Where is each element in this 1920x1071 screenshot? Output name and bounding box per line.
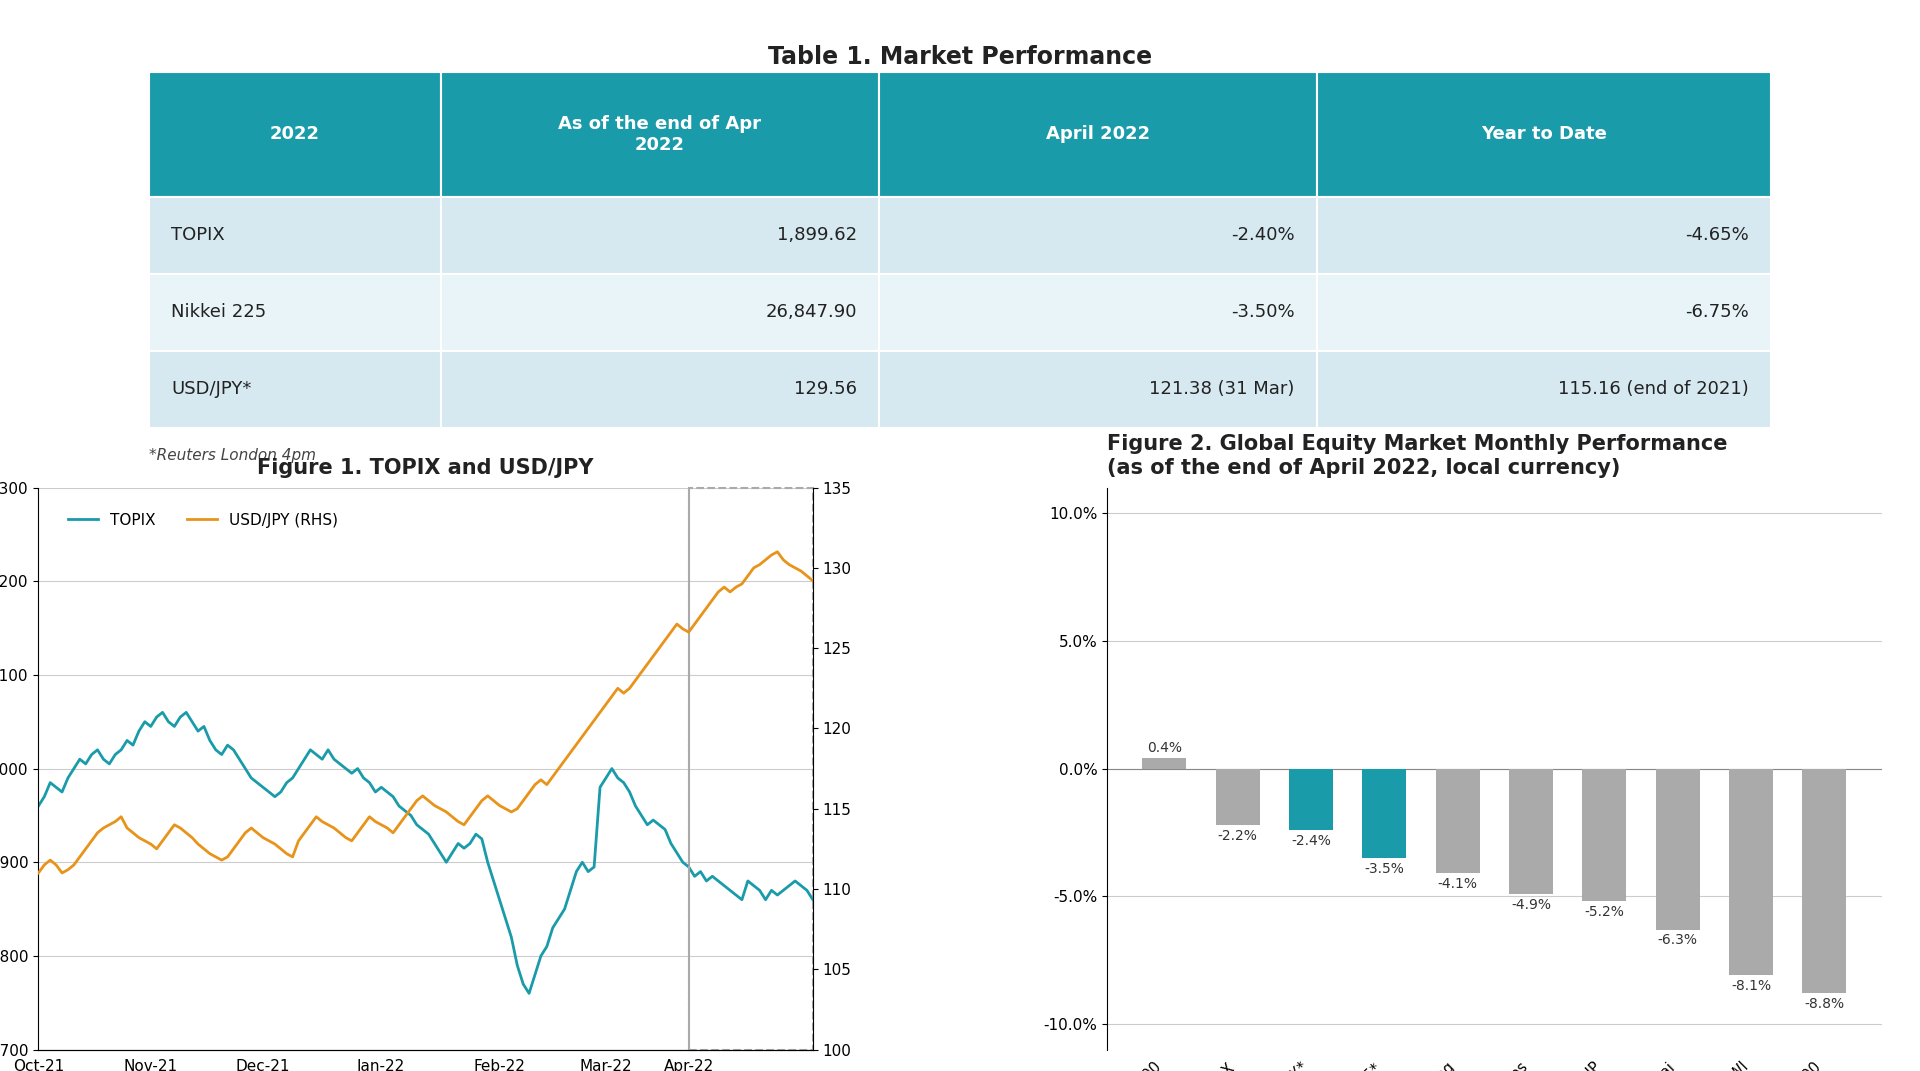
FancyBboxPatch shape [150,273,442,350]
FancyBboxPatch shape [442,350,879,427]
Title: Figure 1. TOPIX and USD/JPY: Figure 1. TOPIX and USD/JPY [257,457,593,478]
FancyBboxPatch shape [150,197,442,273]
FancyBboxPatch shape [1317,273,1770,350]
USD/JPY (RHS) [653,634,676,647]
Bar [1655,769,1699,930]
FancyBboxPatch shape [879,273,1317,350]
Text: -8.1%: -8.1% [1732,979,1770,993]
Bar [1582,769,1626,902]
USD/JPY (RHS) [121,827,144,840]
Text: -3.50%: -3.50% [1231,303,1294,321]
FancyBboxPatch shape [442,197,879,273]
TOPIX [518,987,541,1000]
Bar [1142,758,1187,769]
Text: -6.3%: -6.3% [1657,933,1697,948]
Text: -6.75%: -6.75% [1686,303,1749,321]
Bar [1363,769,1405,858]
Text: -4.9%: -4.9% [1511,897,1551,911]
Bar [689,487,812,1050]
Text: -4.65%: -4.65% [1686,226,1749,244]
Text: -2.40%: -2.40% [1231,226,1294,244]
TOPIX [666,846,689,859]
FancyBboxPatch shape [879,197,1317,273]
Text: -8.8%: -8.8% [1805,997,1845,1011]
TOPIX [659,838,682,850]
Text: Nikkei 225: Nikkei 225 [171,303,267,321]
Text: 0.4%: 0.4% [1146,740,1183,755]
Text: 26,847.90: 26,847.90 [766,303,856,321]
Bar [1730,769,1772,976]
Text: -5.2%: -5.2% [1584,905,1624,919]
Bar [1215,769,1260,825]
Legend: TOPIX, USD/JPY (RHS): TOPIX, USD/JPY (RHS) [61,507,344,533]
FancyBboxPatch shape [150,350,442,427]
Bar [1509,769,1553,893]
Text: USD/JPY*: USD/JPY* [171,380,252,398]
Text: -2.4%: -2.4% [1290,833,1331,848]
Text: *Reuters London 4pm: *Reuters London 4pm [150,449,317,464]
TOPIX [269,785,292,798]
Text: -4.1%: -4.1% [1438,877,1478,891]
Line: USD/JPY (RHS): USD/JPY (RHS) [38,552,812,873]
USD/JPY (RHS) [801,574,824,587]
FancyBboxPatch shape [879,350,1317,427]
USD/JPY (RHS) [27,866,50,879]
TOPIX [152,706,175,719]
TOPIX [801,893,824,906]
Text: Table 1. Market Performance: Table 1. Market Performance [768,45,1152,69]
Bar [1436,769,1480,873]
Text: TOPIX: TOPIX [171,226,225,244]
Text: Year to Date: Year to Date [1480,125,1607,144]
Line: TOPIX: TOPIX [38,712,812,994]
Text: 129.56: 129.56 [793,380,856,398]
Bar [1288,769,1332,830]
Text: 1,899.62: 1,899.62 [778,226,856,244]
FancyBboxPatch shape [150,72,442,197]
Text: 115.16 (end of 2021): 115.16 (end of 2021) [1559,380,1749,398]
USD/JPY (RHS) [286,834,309,847]
FancyBboxPatch shape [1317,350,1770,427]
FancyBboxPatch shape [442,273,879,350]
TOPIX [92,753,115,766]
Text: 121.38 (31 Mar): 121.38 (31 Mar) [1150,380,1294,398]
Bar [1803,769,1847,994]
USD/JPY (RHS) [263,838,286,850]
Text: As of the end of Apr
2022: As of the end of Apr 2022 [559,115,762,153]
Text: 2022: 2022 [271,125,321,144]
Text: April 2022: April 2022 [1046,125,1150,144]
USD/JPY (RHS) [647,642,670,654]
USD/JPY (RHS) [766,545,789,558]
Text: -3.5%: -3.5% [1365,862,1404,876]
FancyBboxPatch shape [442,72,879,197]
FancyBboxPatch shape [879,72,1317,197]
TOPIX [121,739,144,752]
TOPIX [27,800,50,813]
Text: -2.2%: -2.2% [1217,829,1258,843]
FancyBboxPatch shape [1317,72,1770,197]
Text: Figure 2. Global Equity Market Monthly Performance
(as of the end of April 2022,: Figure 2. Global Equity Market Monthly P… [1108,435,1728,478]
FancyBboxPatch shape [1317,197,1770,273]
USD/JPY (RHS) [92,821,115,834]
TOPIX [294,753,317,766]
